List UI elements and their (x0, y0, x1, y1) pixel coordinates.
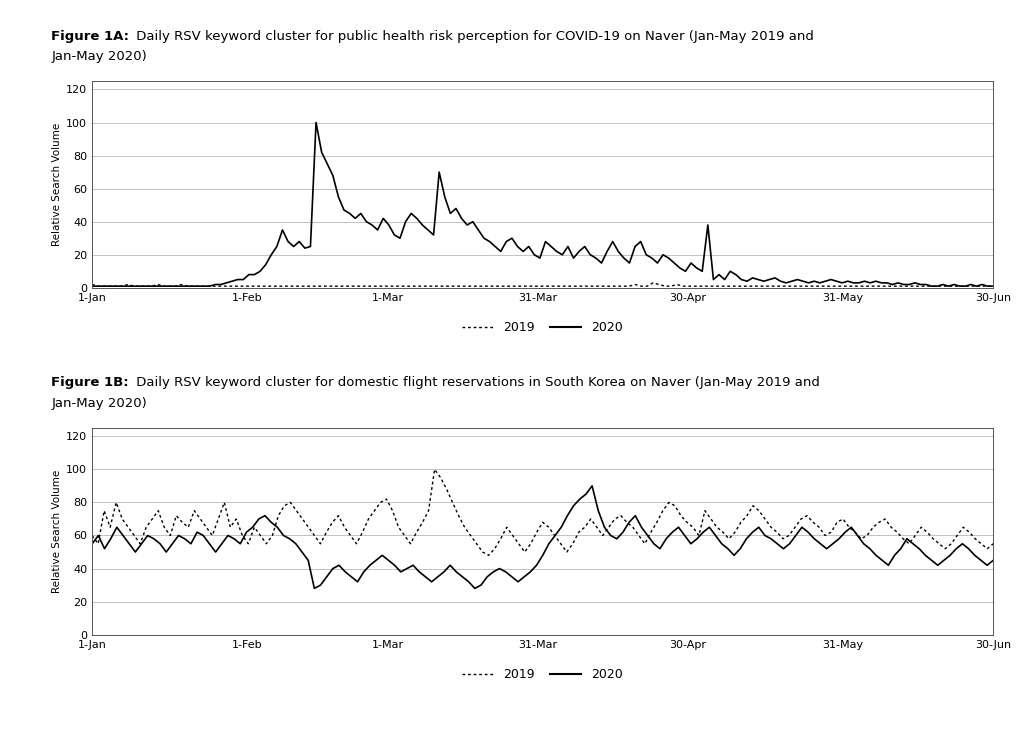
Y-axis label: Relative Search Volume: Relative Search Volume (52, 469, 62, 593)
Legend: 2019, 2020: 2019, 2020 (458, 317, 628, 339)
Text: Daily RSV keyword cluster for public health risk perception for COVID-19 on Nave: Daily RSV keyword cluster for public hea… (132, 30, 814, 43)
Text: Figure 1B:: Figure 1B: (51, 376, 129, 390)
Text: Daily RSV keyword cluster for domestic flight reservations in South Korea on Nav: Daily RSV keyword cluster for domestic f… (132, 376, 820, 390)
Legend: 2019, 2020: 2019, 2020 (458, 663, 628, 686)
Y-axis label: Relative Search Volume: Relative Search Volume (52, 123, 62, 246)
Text: Jan-May 2020): Jan-May 2020) (51, 397, 147, 410)
Text: Jan-May 2020): Jan-May 2020) (51, 50, 147, 63)
Text: Figure 1A:: Figure 1A: (51, 30, 129, 43)
